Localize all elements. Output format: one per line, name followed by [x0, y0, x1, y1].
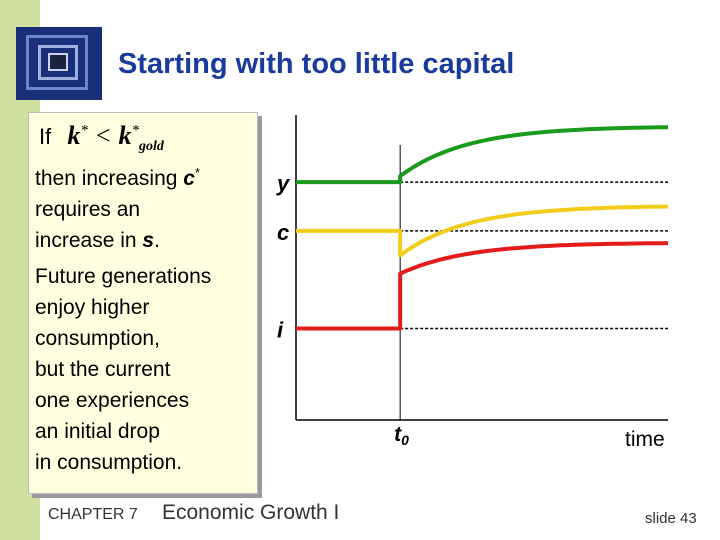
condition-line: If k* < k*gold: [39, 121, 164, 155]
paragraph-line: one experiences: [35, 389, 190, 412]
condition-prefix: If: [39, 124, 52, 149]
condition-equation: k* < k*gold: [67, 121, 164, 155]
series-c-label: c: [277, 220, 289, 245]
footer-chapter: CHAPTER 7: [48, 506, 138, 523]
paragraph-line: enjoy higher: [35, 296, 150, 319]
footer-slide-number: slide 43: [645, 510, 697, 527]
x-axis-label: time: [625, 428, 665, 451]
paragraph-line: but the current: [35, 358, 171, 381]
slide-title: Starting with too little capital: [118, 48, 515, 80]
series-y-label: y: [276, 171, 291, 196]
paragraph-line: then increasing c*: [35, 165, 201, 190]
paragraph-line: in consumption.: [35, 451, 183, 474]
t0-tick-label: t0: [394, 423, 409, 448]
series-c-path: [296, 204, 669, 258]
series-i-path: [296, 241, 669, 331]
footer-topic: Economic Growth I: [162, 501, 340, 524]
paragraph-line: requires an: [35, 198, 141, 221]
series-i-label: i: [277, 318, 284, 343]
paragraph-line: Future generations: [35, 265, 212, 288]
explanation-box: If k* < k*gold then increasing c* requires…: [28, 112, 258, 494]
paragraph-line: consumption,: [35, 327, 160, 350]
paragraph-line: an initial drop: [35, 420, 160, 443]
corner-logo-image: [16, 27, 102, 100]
paragraph-future-generations: Future generations enjoy higher consumpt…: [35, 261, 211, 478]
paragraph-line: increase in s.: [35, 229, 160, 252]
paragraph-increase-saving: then increasing c* requires an increase …: [35, 157, 200, 256]
series-y-path: [296, 125, 669, 185]
